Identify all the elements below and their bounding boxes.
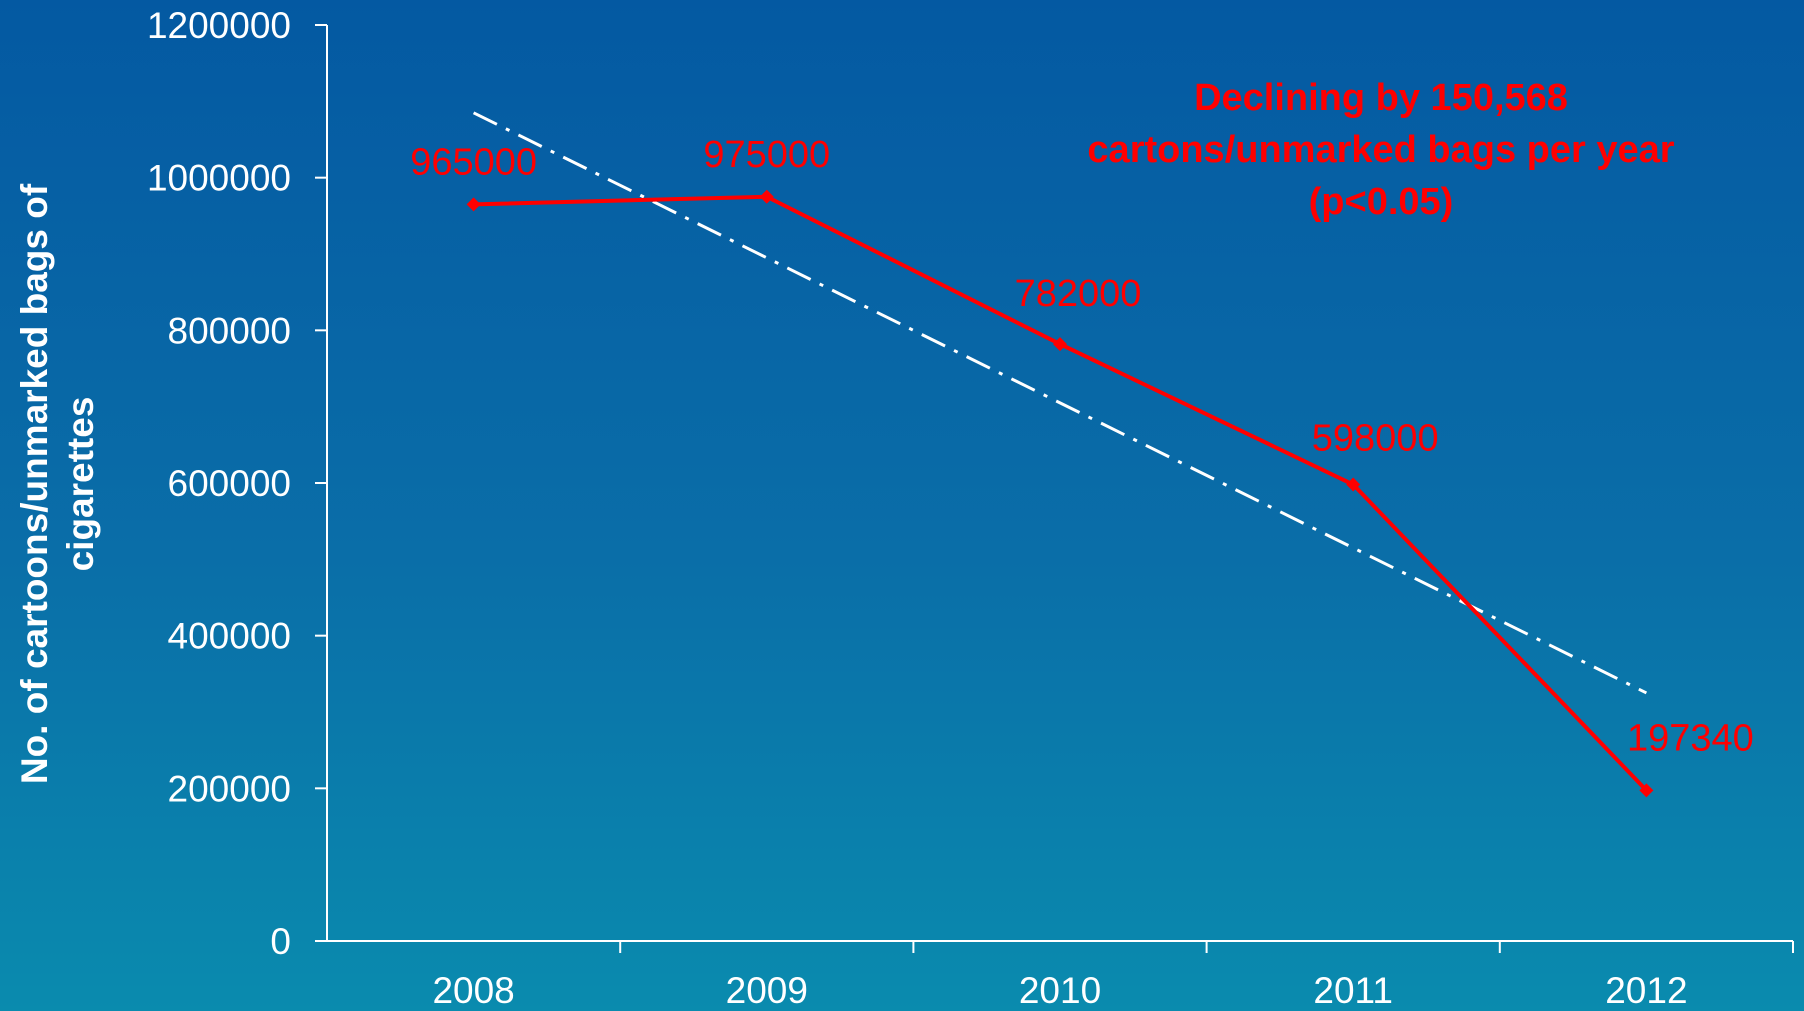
annotation-line2: cartons/unmarked bags per year bbox=[1087, 129, 1674, 171]
y-tick-label: 1200000 bbox=[147, 5, 291, 46]
data-point bbox=[1346, 477, 1361, 492]
x-tick-label: 2012 bbox=[1605, 970, 1687, 1011]
y-tick-label: 0 bbox=[270, 921, 291, 962]
data-label: 965000 bbox=[410, 141, 537, 183]
data-label: 975000 bbox=[703, 134, 830, 176]
y-tick-label: 200000 bbox=[168, 768, 291, 809]
x-tick-label: 2011 bbox=[1313, 970, 1393, 1011]
x-tick-label: 2009 bbox=[726, 970, 808, 1011]
x-tick-label: 2008 bbox=[432, 970, 514, 1011]
annotation-line1: Declining by 150,568 bbox=[1194, 77, 1568, 119]
y-axis-title-line2: cigarettes bbox=[60, 397, 101, 572]
data-label: 782000 bbox=[1015, 273, 1142, 315]
data-label: 598000 bbox=[1312, 418, 1439, 460]
x-ticks: 2008 2009 2010 2011 2012 bbox=[432, 941, 1794, 1011]
y-tick-label: 1000000 bbox=[147, 158, 291, 199]
x-tick-label: 2010 bbox=[1019, 970, 1101, 1011]
annotation: Declining by 150,568 cartons/unmarked ba… bbox=[1087, 77, 1674, 223]
data-point bbox=[1639, 783, 1654, 798]
data-labels: 965000 975000 782000 598000 197340 bbox=[410, 134, 1754, 760]
y-tick-label: 600000 bbox=[168, 463, 291, 504]
y-ticks: 0 200000 400000 600000 800000 1000000 1200000 bbox=[147, 5, 327, 962]
data-point bbox=[1053, 337, 1067, 352]
annotation-line3: (p<0.05) bbox=[1309, 181, 1454, 223]
markers bbox=[466, 189, 1654, 798]
data-label: 197340 bbox=[1627, 717, 1754, 759]
data-point bbox=[466, 197, 481, 212]
y-tick-label: 400000 bbox=[168, 616, 291, 657]
y-tick-label: 800000 bbox=[168, 310, 291, 351]
y-axis-title: No. of cartoons/unmarked bags of cigaret… bbox=[14, 183, 101, 784]
y-axis-title-line1: No. of cartoons/unmarked bags of bbox=[14, 183, 55, 784]
trendline bbox=[472, 111, 1648, 695]
data-point bbox=[759, 189, 774, 204]
